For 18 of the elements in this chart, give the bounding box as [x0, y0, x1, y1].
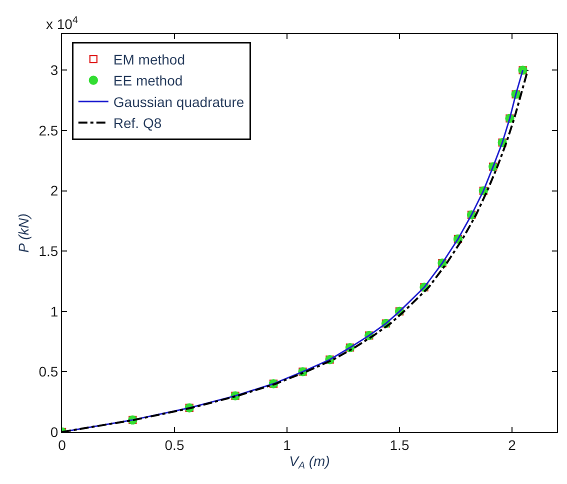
legend-label: Ref. Q8 [113, 115, 162, 132]
y-tick-label: 1.5 [38, 242, 58, 259]
x-tick-label: 1.5 [390, 436, 410, 453]
y-tick-label: 1 [50, 303, 58, 320]
legend-label: EE method [113, 72, 183, 89]
legend-label: EM method [113, 52, 185, 68]
x-tick-label: 0.5 [164, 436, 184, 453]
y-tick-label: 0.5 [38, 364, 58, 380]
legend-label: Gaussian quadrature [113, 94, 244, 110]
text: x 10$^{4}$ [46, 15, 78, 32]
y-tick-label: 2 [50, 182, 58, 199]
x-axis-title: V$_{A}$ (m) [289, 452, 330, 472]
y-tick-label: 3 [50, 62, 58, 78]
y-tick-label: 2.5 [38, 122, 58, 138]
x-tick-label: 2 [508, 436, 516, 453]
x-tick-label: 1 [283, 436, 292, 453]
y-axis-title: P (kN) [15, 213, 32, 253]
y-tick-label: 0 [50, 424, 58, 440]
